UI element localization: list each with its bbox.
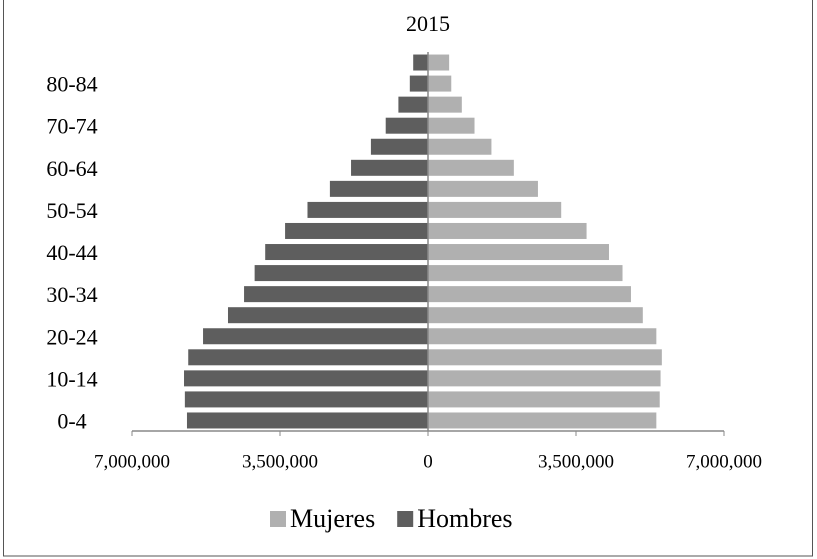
x-tick-label: 7,000,000: [94, 451, 170, 472]
y-tick-label: 80-84: [46, 72, 97, 97]
bar: [428, 159, 514, 176]
bar: [285, 222, 428, 239]
bar: [398, 96, 428, 113]
y-tick-label: 70-74: [46, 114, 97, 139]
bar: [409, 75, 428, 92]
y-tick-label: 0-4: [57, 409, 86, 434]
bar: [244, 286, 428, 303]
bar: [307, 201, 428, 218]
bar: [428, 349, 662, 366]
x-tick-label: 0: [423, 451, 433, 472]
legend-label: Hombres: [417, 504, 512, 533]
chart-frame: [3, 0, 813, 557]
bar: [428, 328, 657, 345]
y-tick-label: 40-44: [46, 240, 97, 265]
bar: [254, 265, 428, 282]
bar: [428, 117, 475, 134]
bar: [428, 265, 623, 282]
bar: [186, 412, 428, 429]
bar: [203, 328, 428, 345]
bar: [370, 138, 428, 155]
bar: [428, 391, 660, 408]
bar: [428, 286, 631, 303]
bar: [428, 180, 538, 197]
legend-swatch: [270, 511, 286, 527]
y-tick-label: 50-54: [46, 198, 97, 223]
bar: [428, 412, 657, 429]
bar: [428, 307, 643, 324]
bar: [184, 370, 428, 387]
bar: [413, 54, 428, 71]
bar: [351, 159, 428, 176]
bar: [184, 391, 428, 408]
x-tick-label: 7,000,000: [686, 451, 762, 472]
bar: [385, 117, 428, 134]
y-tick-label: 20-24: [46, 324, 97, 349]
bar: [428, 54, 450, 71]
y-tick-label: 10-14: [46, 366, 97, 391]
bar: [428, 138, 492, 155]
bar: [428, 370, 661, 387]
legend-label: Mujeres: [290, 504, 375, 533]
bar: [188, 349, 428, 366]
bar: [428, 201, 562, 218]
bar: [265, 244, 428, 261]
x-tick-label: 3,500,000: [242, 451, 318, 472]
y-tick-label: 60-64: [46, 156, 97, 181]
bar: [428, 244, 609, 261]
x-tick-label: 3,500,000: [538, 451, 614, 472]
bar: [428, 222, 587, 239]
legend-swatch: [397, 511, 414, 527]
y-tick-label: 30-34: [46, 282, 97, 307]
bar: [428, 75, 452, 92]
bar: [227, 307, 428, 324]
bar: [329, 180, 428, 197]
bar: [428, 96, 462, 113]
chart-title: 2015: [406, 11, 450, 36]
